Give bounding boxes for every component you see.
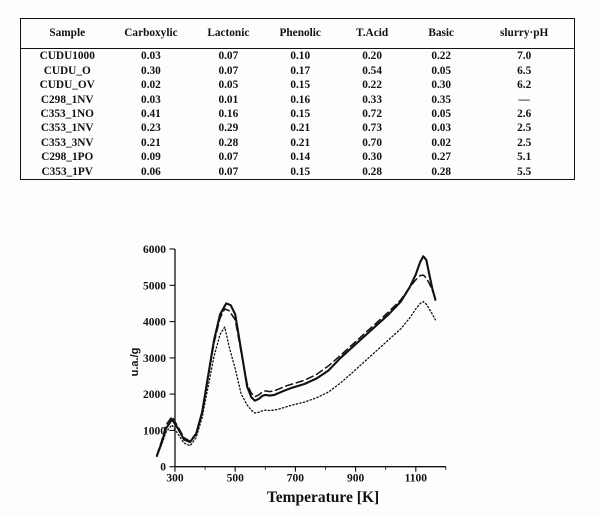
svg-text:4000: 4000 bbox=[143, 317, 166, 329]
svg-text:Temperature [K]: Temperature [K] bbox=[267, 489, 379, 506]
svg-text:0: 0 bbox=[160, 462, 166, 474]
svg-text:900: 900 bbox=[347, 473, 365, 485]
svg-text:300: 300 bbox=[166, 473, 184, 485]
svg-text:6000: 6000 bbox=[143, 244, 166, 256]
svg-text:3000: 3000 bbox=[143, 353, 166, 365]
svg-text:700: 700 bbox=[287, 473, 305, 485]
svg-text:1100: 1100 bbox=[405, 473, 428, 485]
svg-text:2000: 2000 bbox=[143, 389, 166, 401]
svg-text:5000: 5000 bbox=[143, 280, 166, 292]
svg-text:u.a./g: u.a./g bbox=[129, 348, 141, 377]
svg-text:500: 500 bbox=[227, 473, 245, 485]
